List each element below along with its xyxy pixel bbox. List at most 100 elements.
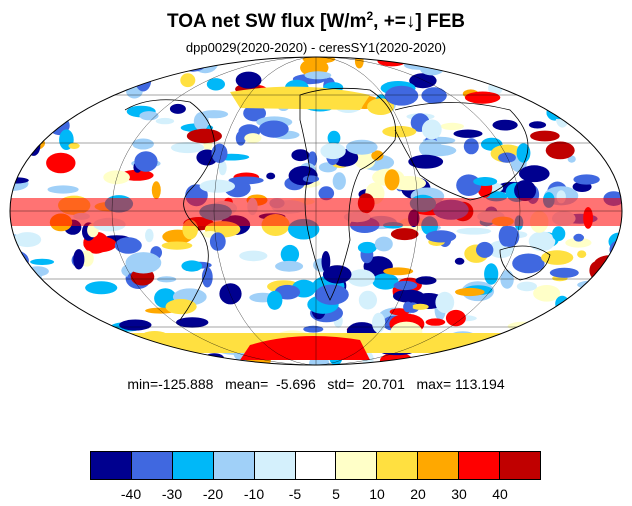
colorbar-swatch <box>91 452 132 479</box>
anomaly-patch <box>180 73 196 88</box>
anomaly-patch <box>382 125 417 138</box>
anomaly-patch <box>291 149 310 162</box>
plot-subtitle: dpp0029(2020-2020) - ceresSY1(2020-2020) <box>185 40 447 55</box>
anomaly-patch <box>303 325 324 333</box>
anomaly-patch <box>403 301 413 313</box>
anomaly-patch <box>161 241 193 250</box>
anomaly-patch <box>573 233 584 242</box>
anomaly-patch <box>545 79 560 93</box>
anomaly-patch <box>267 290 283 310</box>
anomaly-patch <box>114 237 142 254</box>
anomaly-patch <box>74 84 97 105</box>
anomaly-patch <box>577 250 587 258</box>
anomaly-patch <box>518 63 548 72</box>
anomaly-patch <box>484 263 499 285</box>
anomaly-patch <box>372 312 386 333</box>
anomaly-patch <box>193 112 209 131</box>
anomaly-patch <box>549 267 579 278</box>
anomaly-patch <box>518 59 540 74</box>
antarctic-anomaly <box>240 336 370 360</box>
anomaly-patch <box>24 87 50 105</box>
anomaly-patch <box>514 180 537 201</box>
anomaly-patch <box>134 151 158 172</box>
anomaly-patch <box>169 103 186 114</box>
anomaly-patch <box>244 133 262 144</box>
anomaly-patch <box>50 359 77 365</box>
australia-coast <box>499 245 551 281</box>
anomaly-patch <box>481 57 514 68</box>
anomaly-patch <box>592 68 619 89</box>
anomaly-patch <box>498 225 514 247</box>
anomaly-patch <box>421 119 442 140</box>
anomaly-patch <box>10 91 21 106</box>
anomaly-patch <box>209 232 226 251</box>
anomaly-patch <box>52 315 73 322</box>
anomaly-patch <box>145 228 154 243</box>
anomaly-patch <box>186 128 222 144</box>
anomaly-patch <box>83 236 117 253</box>
colorbar-tick-label: 20 <box>410 486 426 502</box>
coastlines <box>124 87 551 321</box>
anomaly-patch <box>302 57 336 64</box>
flux-field <box>10 57 622 365</box>
anomaly-patch <box>218 160 227 176</box>
anomaly-patch <box>321 251 331 273</box>
anomaly-patch <box>157 276 177 283</box>
colorbar-tick-label: 5 <box>332 486 340 502</box>
anomaly-patch <box>595 274 614 283</box>
anomaly-patch <box>473 177 498 186</box>
anomaly-patch <box>568 64 595 86</box>
map-border <box>9 56 623 366</box>
anomaly-patch <box>528 231 556 252</box>
anomaly-patch <box>135 69 152 92</box>
anomaly-patch <box>181 260 203 272</box>
anomaly-patch <box>211 143 228 163</box>
anomaly-patch <box>314 284 349 305</box>
colorbar-tick-label: -10 <box>243 486 265 502</box>
anomaly-patch <box>425 318 446 326</box>
anomaly-patch <box>165 299 197 315</box>
colorbar-tick-label: -40 <box>120 486 142 502</box>
anomaly-patch <box>13 232 42 248</box>
anomaly-patch <box>358 290 377 310</box>
anomaly-patch <box>235 71 262 89</box>
anomaly-patch <box>516 71 549 84</box>
anomaly-patch <box>95 74 111 85</box>
anomaly-patch <box>374 236 393 252</box>
anomaly-patch <box>539 66 559 74</box>
anomaly-patch <box>454 257 465 265</box>
anomaly-patch <box>565 237 592 248</box>
anomaly-patch <box>119 319 152 331</box>
anomaly-patch <box>219 283 242 305</box>
anomaly-patch <box>516 143 531 163</box>
anomaly-patch <box>107 57 134 71</box>
colorbar-swatch <box>459 452 501 479</box>
colorbar-swatch <box>336 452 378 479</box>
anomaly-patch <box>155 117 175 125</box>
anomaly-patch <box>170 142 205 154</box>
colorbar-tick-label: 40 <box>492 486 508 502</box>
anomaly-patch <box>533 285 561 302</box>
colorbar-swatch <box>418 452 460 479</box>
anomaly-patch <box>477 342 487 364</box>
anomaly-patch <box>589 66 606 88</box>
anomaly-patch <box>89 330 115 347</box>
anomaly-patch <box>384 85 419 106</box>
anomaly-patch <box>500 270 514 289</box>
anomaly-patch <box>35 57 60 64</box>
anomaly-patch <box>589 261 605 280</box>
anomaly-patch <box>456 174 482 196</box>
anomaly-patch <box>20 71 48 88</box>
anomaly-patch <box>408 154 444 169</box>
anomaly-patch <box>332 172 346 190</box>
anomaly-patch <box>354 57 364 69</box>
colorbar-tick-label: -5 <box>288 486 302 502</box>
colorbar-swatch <box>254 452 296 479</box>
anomaly-patch <box>420 144 457 157</box>
anomaly-patch <box>10 286 23 294</box>
colorbar <box>90 451 541 480</box>
anomaly-patch <box>243 105 266 122</box>
anomaly-patch <box>132 138 154 150</box>
anomaly-patch <box>573 174 600 185</box>
